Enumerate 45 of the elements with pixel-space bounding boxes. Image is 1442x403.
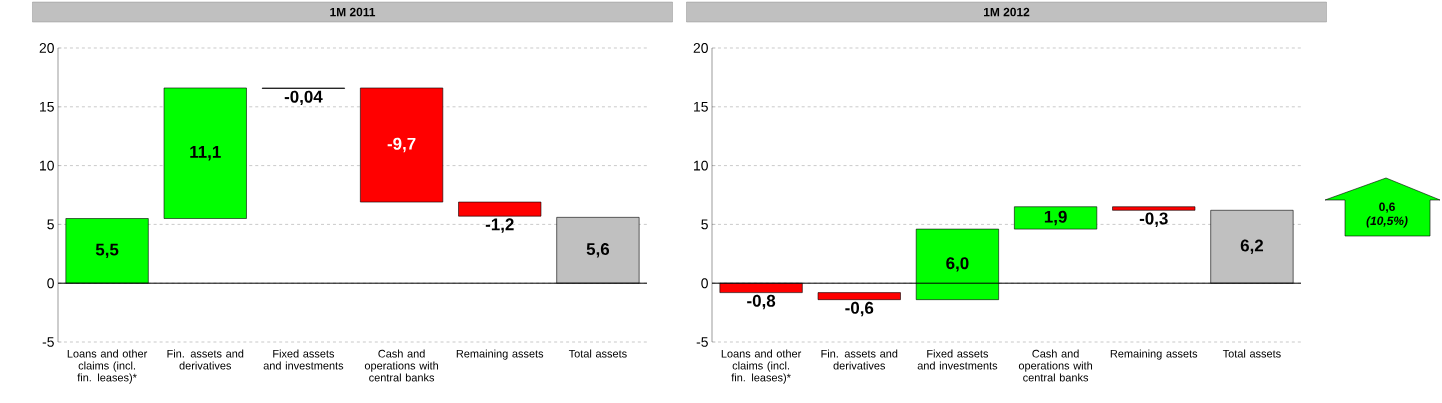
x-tick-label: Fin. assets and derivatives <box>167 349 244 370</box>
data-label: -0,8 <box>747 294 776 310</box>
bar <box>1112 206 1196 211</box>
bar <box>1014 206 1098 230</box>
data-label: 5,5 <box>95 243 119 258</box>
y-tick-label: 0 <box>701 278 708 289</box>
data-label: 1,9 <box>1044 210 1067 226</box>
data-label: 6,2 <box>1240 239 1264 254</box>
y-tick-label: 10 <box>694 160 708 171</box>
y-tick-label: 15 <box>694 101 708 112</box>
bar <box>817 292 901 300</box>
x-tick-label: Cash and operations with central banks <box>1018 349 1093 382</box>
bar <box>458 201 542 217</box>
bar <box>163 87 247 219</box>
x-tick-label: Remaining assets <box>456 349 544 360</box>
y-tick-label: 20 <box>39 43 54 53</box>
chart-title: 1M 2012 <box>984 7 1030 17</box>
x-tick-label: Fixed assets and investments <box>263 349 344 370</box>
x-tick-label: Fin. assets and derivatives <box>821 349 898 370</box>
text: 0,6 (10,5%) <box>1366 202 1408 228</box>
x-tick-label: Fixed assets and investments <box>917 349 998 370</box>
y-tick-label: 5 <box>47 219 54 230</box>
y-tick-label: 20 <box>693 43 708 53</box>
x-tick-label: Cash and operations with central banks <box>364 349 439 382</box>
x-tick-label: Total assets <box>1222 349 1281 358</box>
y-tick-label: 5 <box>701 219 708 230</box>
x-tick-label: Remaining assets <box>1110 349 1198 360</box>
data-label: 11,1 <box>190 146 221 161</box>
data-label: -0,04 <box>284 90 323 106</box>
y-tick-label: -5 <box>696 337 708 347</box>
x-tick-label: Loans and other claims (incl. fin. leases)* <box>721 349 802 384</box>
x-tick-label: Total assets <box>568 349 627 358</box>
data-label: -1,2 <box>485 218 514 233</box>
data-label: -0,6 <box>845 301 874 317</box>
bar <box>360 87 444 203</box>
y-tick-label: 10 <box>40 160 54 171</box>
x-tick-label: Loans and other claims (incl. fin. leases)* <box>67 349 148 384</box>
data-label: -0,3 <box>1139 212 1168 227</box>
data-label: 5,6 <box>586 243 610 258</box>
data-label: 6,0 <box>946 257 969 272</box>
y-tick-label: 0 <box>47 278 54 289</box>
y-tick-label: 15 <box>40 101 54 112</box>
chart-title: 1M 2011 <box>330 7 376 17</box>
y-tick-label: -5 <box>42 337 54 347</box>
data-label: -9,7 <box>387 137 416 153</box>
